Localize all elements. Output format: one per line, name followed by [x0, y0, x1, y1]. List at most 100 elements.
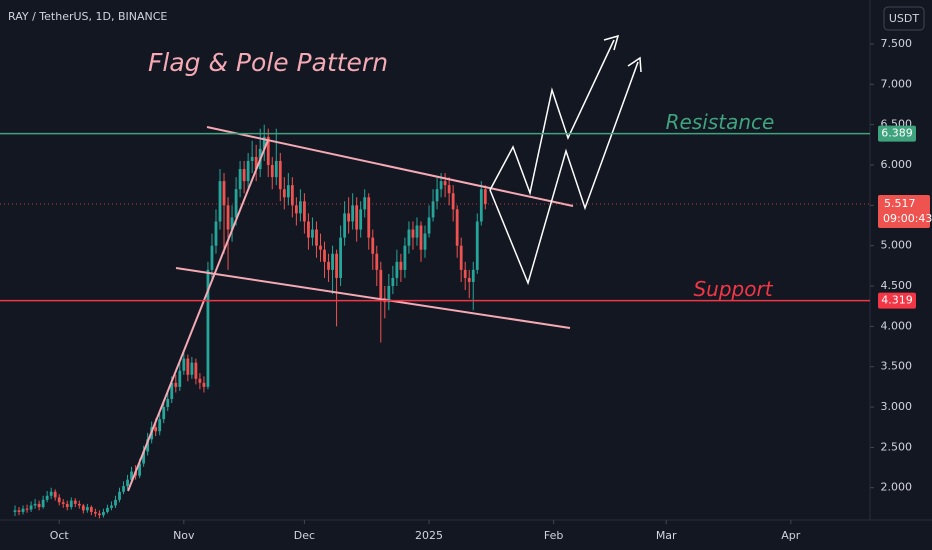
candle-body — [93, 511, 97, 514]
candle-body — [431, 201, 435, 218]
currency-button[interactable] — [883, 6, 925, 31]
candle-body — [479, 189, 483, 222]
candle-body — [379, 269, 383, 299]
candle-body — [290, 185, 294, 206]
candle-body — [45, 495, 49, 500]
currency-label[interactable]: USDT — [889, 12, 920, 25]
candle-body — [77, 503, 81, 506]
candle-body — [174, 382, 178, 387]
candle-body — [371, 237, 375, 254]
x-tick-label: Nov — [173, 529, 195, 542]
y-tick-label: 6.000 — [881, 158, 913, 171]
candle-body — [419, 225, 423, 250]
candle-body — [234, 189, 238, 218]
candle-body — [363, 197, 367, 210]
candle-body — [375, 253, 379, 270]
candle-body — [202, 382, 206, 387]
candle-body — [178, 370, 182, 387]
candle-body — [254, 156, 258, 170]
chart-title: Flag & Pole Pattern — [148, 48, 388, 77]
candle-body — [298, 201, 302, 214]
candle-body — [311, 229, 314, 238]
candle-body — [65, 503, 69, 508]
candle-body — [114, 499, 117, 506]
y-tick-label: 4.000 — [881, 319, 913, 332]
candle-body — [266, 136, 270, 165]
candle-body — [118, 491, 121, 500]
candle-body — [53, 491, 57, 498]
candle-body — [126, 479, 129, 487]
candle-body — [29, 505, 33, 510]
candle-body — [206, 269, 210, 387]
candle-body — [226, 205, 230, 230]
candle-body — [250, 156, 254, 161]
last-price-label: 5.517 — [884, 197, 916, 210]
level-name: Support — [693, 277, 773, 301]
candle-body — [186, 358, 190, 375]
candle-body — [138, 463, 142, 476]
level-name: Resistance — [666, 110, 775, 134]
projection-arrowhead — [627, 56, 642, 73]
candle-body — [170, 382, 174, 399]
candle-body — [57, 497, 61, 503]
candle-body — [102, 511, 105, 516]
last-price-tag — [878, 194, 930, 228]
candle-body — [471, 269, 475, 282]
candle-body — [387, 286, 391, 303]
candle-body — [262, 136, 266, 149]
candle-body — [399, 261, 403, 270]
candle-body — [439, 181, 443, 190]
candle-body — [106, 507, 109, 512]
candle-body — [210, 245, 214, 270]
candle-body — [218, 181, 222, 222]
candle-body — [194, 362, 198, 379]
flag-bottom-line — [175, 267, 571, 329]
projection-path — [489, 39, 615, 196]
candle-body — [443, 181, 447, 186]
candle-body — [154, 427, 158, 432]
y-tick-label: 7.500 — [881, 37, 913, 50]
candle-body — [367, 197, 371, 238]
candle-body — [447, 185, 451, 194]
y-tick-label: 7.000 — [881, 77, 913, 90]
candle-body — [17, 510, 21, 512]
symbol-header: RAY / TetherUS, 1D, BINANCE — [8, 10, 167, 23]
candle-body — [61, 502, 65, 504]
candle-body — [403, 245, 407, 270]
candle-body — [270, 164, 274, 178]
candle-body — [278, 160, 282, 190]
y-tick-label: 4.500 — [881, 279, 913, 292]
candle-body — [335, 253, 338, 278]
candle-body — [21, 508, 25, 512]
candle-body — [230, 217, 234, 230]
candle-body — [411, 229, 415, 238]
candle-body — [331, 253, 334, 270]
level-price-tag — [878, 125, 916, 142]
candle-body — [475, 221, 479, 270]
candle-body — [415, 225, 419, 238]
candle-body — [190, 362, 194, 375]
candle-body — [238, 169, 242, 190]
candle-body — [222, 181, 226, 206]
candle-body — [303, 201, 306, 222]
candle-body — [198, 378, 202, 383]
candle-body — [85, 507, 89, 511]
candle-body — [49, 491, 53, 496]
candle-body — [351, 205, 355, 222]
candle-body — [451, 193, 455, 210]
candle-body — [246, 160, 250, 182]
candle-body — [391, 277, 395, 287]
candle-body — [407, 229, 411, 246]
candle-body — [282, 189, 286, 198]
candle-body — [274, 160, 278, 178]
candle-body — [463, 269, 467, 278]
y-tick-label: 2.000 — [881, 481, 913, 494]
candle-body — [81, 505, 85, 511]
level-price-label: 6.389 — [881, 127, 913, 140]
x-tick-label: Dec — [294, 529, 315, 542]
candle-body — [307, 221, 310, 238]
projection-arrowhead — [603, 34, 620, 51]
candle-body — [98, 513, 101, 516]
candle-body — [122, 486, 125, 492]
